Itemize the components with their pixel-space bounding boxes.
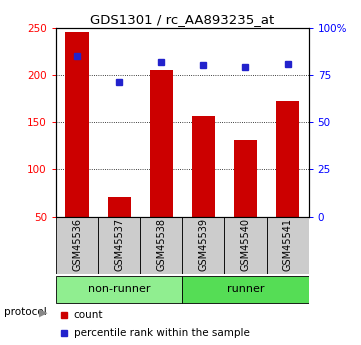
Text: ▶: ▶: [39, 307, 48, 317]
Bar: [65, 32, 88, 217]
Text: GSM45541: GSM45541: [283, 218, 293, 271]
Bar: [192, 116, 215, 217]
Bar: [182, 276, 309, 303]
Bar: [225, 217, 266, 274]
Bar: [276, 101, 299, 217]
Bar: [108, 197, 131, 217]
Bar: [266, 217, 309, 274]
Title: GDS1301 / rc_AA893235_at: GDS1301 / rc_AA893235_at: [90, 13, 274, 27]
Bar: [56, 276, 182, 303]
Text: percentile rank within the sample: percentile rank within the sample: [74, 328, 249, 338]
Text: protocol: protocol: [4, 307, 46, 317]
Text: non-runner: non-runner: [88, 284, 151, 294]
Text: GSM45538: GSM45538: [156, 218, 166, 271]
Bar: [98, 217, 140, 274]
Bar: [234, 140, 257, 217]
Bar: [140, 217, 182, 274]
Text: GSM45539: GSM45539: [198, 218, 208, 271]
Text: runner: runner: [227, 284, 264, 294]
Text: count: count: [74, 310, 103, 320]
Text: GSM45540: GSM45540: [240, 218, 251, 271]
Bar: [150, 70, 173, 217]
Bar: [182, 217, 225, 274]
Text: GSM45536: GSM45536: [72, 218, 82, 271]
Bar: [56, 217, 98, 274]
Text: GSM45537: GSM45537: [114, 218, 124, 271]
